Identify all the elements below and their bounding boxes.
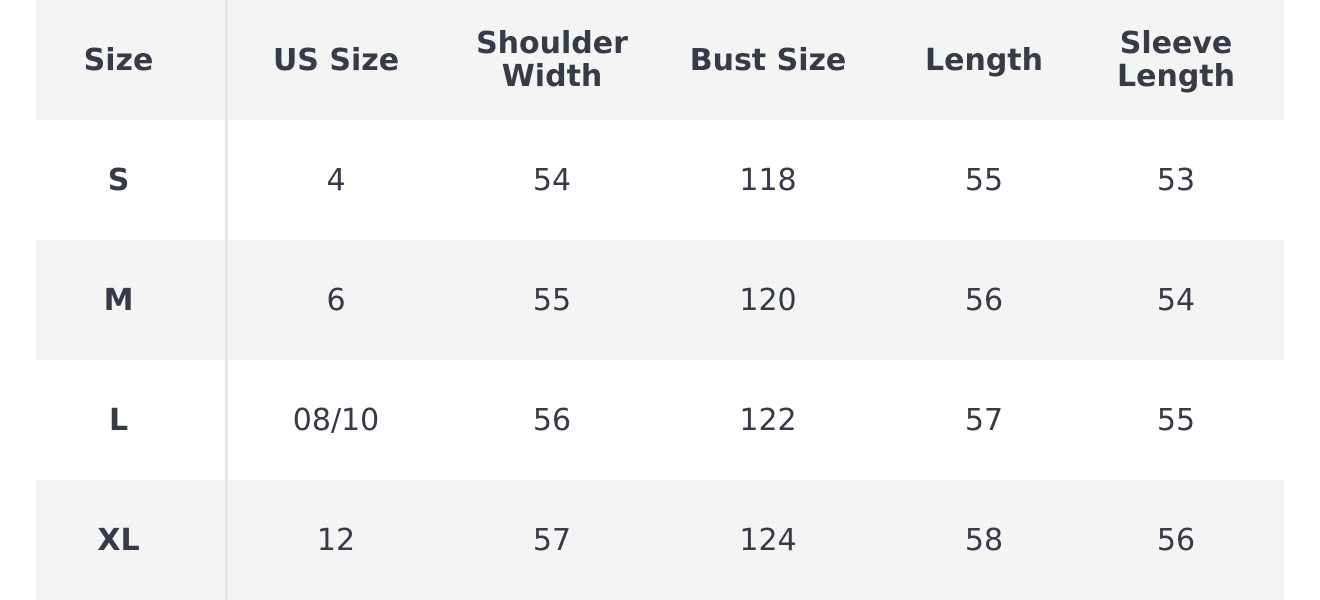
cell-bust-size: 124 [739, 522, 797, 558]
cell-shoulder-width: 56 [532, 402, 572, 438]
header-us-size: US Size [272, 42, 400, 78]
table-row: M 6 55 120 56 54 [36, 240, 1284, 360]
header-bust-size: Bust Size [689, 42, 847, 78]
table-header-row: Size US Size Shoulder Width Bust Size Le… [36, 0, 1284, 120]
cell-sleeve-length: 54 [1156, 282, 1196, 318]
cell-length: 56 [964, 282, 1004, 318]
cell-sleeve-length: 55 [1156, 402, 1196, 438]
cell-us-size: 6 [326, 282, 346, 318]
cell-shoulder-width: 57 [532, 522, 572, 558]
cell-length: 58 [964, 522, 1004, 558]
cell-shoulder-width: 54 [532, 162, 572, 198]
table-row: S 4 54 118 55 53 [36, 120, 1284, 240]
header-size: Size [36, 0, 228, 120]
cell-bust-size: 120 [739, 282, 797, 318]
table-row: XL 12 57 124 58 56 [36, 480, 1284, 600]
cell-bust-size: 122 [739, 402, 797, 438]
cell-size: S [36, 120, 228, 240]
cell-size: L [36, 360, 228, 480]
table-row: L 08/10 56 122 57 55 [36, 360, 1284, 480]
cell-bust-size: 118 [739, 162, 797, 198]
cell-length: 55 [964, 162, 1004, 198]
cell-us-size: 4 [326, 162, 346, 198]
cell-us-size: 12 [316, 522, 356, 558]
cell-us-size: 08/10 [292, 402, 380, 438]
size-chart-table: Size US Size Shoulder Width Bust Size Le… [36, 0, 1284, 600]
cell-sleeve-length: 53 [1156, 162, 1196, 198]
cell-shoulder-width: 55 [532, 282, 572, 318]
header-sleeve-length: Sleeve Length [1117, 26, 1235, 94]
header-shoulder-width: Shoulder Width [476, 26, 628, 94]
cell-length: 57 [964, 402, 1004, 438]
cell-sleeve-length: 56 [1156, 522, 1196, 558]
cell-size: XL [36, 480, 228, 600]
header-length: Length [925, 42, 1043, 78]
cell-size: M [36, 240, 228, 360]
